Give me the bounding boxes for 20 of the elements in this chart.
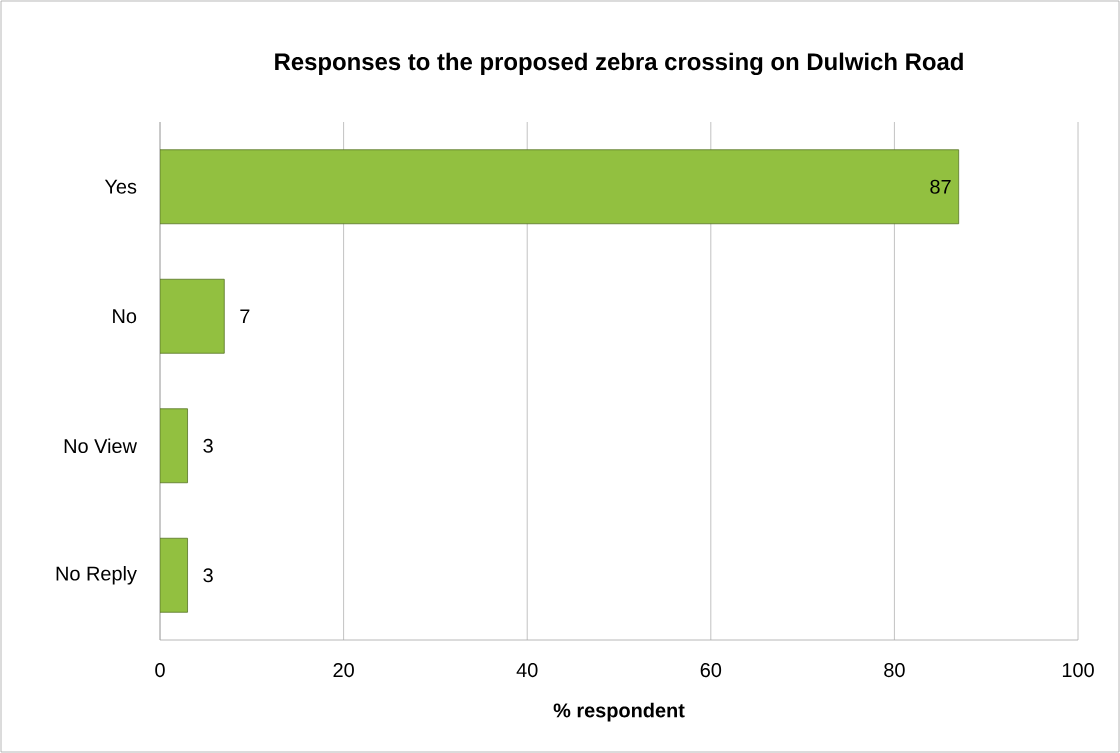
x-tick-label: 40 [516, 663, 538, 678]
y-tick-label: Yes [104, 179, 137, 194]
x-tick-label: 80 [884, 663, 905, 678]
x-tick-label: 60 [700, 663, 722, 678]
y-tick-label: No [113, 309, 137, 324]
chart-title: Responses to the proposed zebra crossing on Dulwich Road [275, 52, 963, 76]
data-label: 87 [930, 179, 951, 194]
x-tick-label: 20 [333, 663, 354, 678]
x-axis-title: % respondent [553, 702, 685, 722]
bar [160, 537, 188, 613]
bar [160, 278, 225, 354]
data-label: 3 [203, 568, 213, 583]
y-tick-label: No Reply [56, 565, 137, 585]
data-label: 7 [240, 309, 250, 324]
x-tick-label: 100 [1062, 663, 1094, 678]
bar [160, 408, 188, 484]
y-tick-label: No View [64, 438, 137, 454]
bar [160, 149, 960, 225]
x-tick-label: 0 [155, 663, 165, 678]
data-label: 3 [203, 438, 213, 453]
